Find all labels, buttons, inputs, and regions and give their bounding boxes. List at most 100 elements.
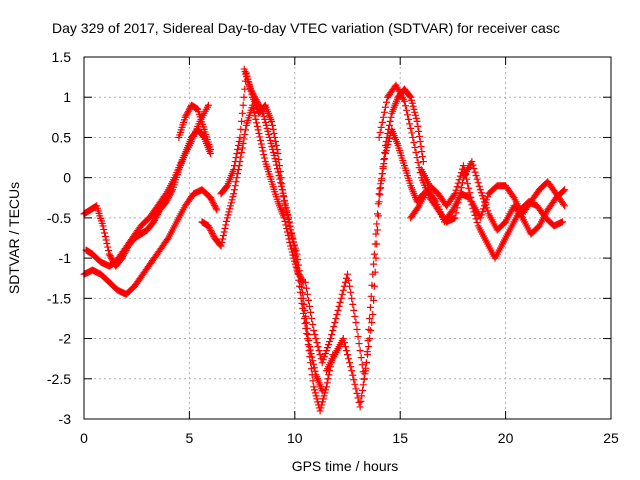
data-point xyxy=(266,136,274,144)
data-point xyxy=(367,327,375,335)
data-point xyxy=(211,203,219,211)
data-point xyxy=(560,200,568,208)
series-track-g xyxy=(240,65,337,415)
data-point xyxy=(318,398,326,406)
data-point xyxy=(221,224,229,232)
data-point xyxy=(100,225,108,233)
data-point xyxy=(206,225,214,233)
data-point xyxy=(315,347,323,355)
data-point xyxy=(272,137,280,145)
data-point xyxy=(207,195,215,203)
data-point xyxy=(277,179,285,187)
y-tick-label: -3 xyxy=(59,411,72,427)
data-point xyxy=(365,326,373,334)
data-point xyxy=(270,129,278,137)
data-point xyxy=(382,98,390,106)
data-layer xyxy=(80,65,569,415)
y-tick-label: -0.5 xyxy=(47,210,71,226)
data-point xyxy=(262,121,270,129)
data-point xyxy=(454,179,462,187)
x-tick-label: 0 xyxy=(80,430,88,446)
data-point xyxy=(298,299,306,307)
data-point xyxy=(317,404,325,412)
data-point xyxy=(260,112,268,120)
data-point xyxy=(316,407,324,415)
data-point xyxy=(325,371,333,379)
data-point xyxy=(287,226,295,234)
data-point xyxy=(230,190,238,198)
data-point xyxy=(352,385,360,393)
data-point xyxy=(238,109,246,117)
data-point xyxy=(318,401,326,409)
data-point xyxy=(483,196,491,204)
data-point xyxy=(265,130,273,138)
data-point xyxy=(463,175,471,183)
data-point xyxy=(322,383,330,391)
data-point xyxy=(468,158,476,166)
data-point xyxy=(257,136,265,144)
data-point xyxy=(258,144,266,151)
data-point xyxy=(370,250,378,258)
data-point xyxy=(378,118,386,126)
data-point xyxy=(378,170,386,178)
data-point xyxy=(204,101,212,109)
data-point xyxy=(456,172,464,180)
data-point xyxy=(328,331,336,339)
data-point xyxy=(309,320,317,328)
data-point xyxy=(253,119,261,127)
data-point xyxy=(299,304,307,312)
data-point xyxy=(288,234,296,242)
data-point xyxy=(217,242,225,250)
data-point xyxy=(334,306,342,314)
data-point xyxy=(258,108,266,116)
data-point xyxy=(273,165,281,173)
data-point xyxy=(185,106,193,114)
data-point xyxy=(354,333,362,341)
data-point xyxy=(350,306,358,314)
data-point xyxy=(231,158,239,166)
data-point xyxy=(379,113,387,121)
data-point xyxy=(472,172,480,180)
data-point xyxy=(219,231,227,239)
data-point xyxy=(482,199,490,207)
data-point xyxy=(272,158,280,166)
chart-title: Day 329 of 2017, Sidereal Day-to-day VTE… xyxy=(52,20,560,36)
data-point xyxy=(319,356,327,364)
data-point xyxy=(223,183,231,191)
data-point xyxy=(321,389,329,397)
series-track-h xyxy=(301,85,427,383)
data-point xyxy=(232,154,240,162)
data-point xyxy=(386,117,394,125)
series-track-b xyxy=(80,186,221,298)
y-tick-label: -2 xyxy=(59,331,72,347)
data-point xyxy=(336,298,344,306)
data-point xyxy=(419,153,427,161)
data-point xyxy=(163,236,171,244)
data-point xyxy=(297,294,305,302)
data-point xyxy=(376,128,384,136)
series-track-l xyxy=(417,162,569,222)
data-point xyxy=(357,354,365,362)
data-point xyxy=(353,326,361,334)
data-point xyxy=(238,144,246,152)
data-point xyxy=(376,191,384,199)
data-point xyxy=(269,146,277,154)
data-point xyxy=(353,389,361,397)
data-point xyxy=(368,281,376,289)
data-point xyxy=(150,218,158,226)
data-point xyxy=(356,403,364,411)
data-point xyxy=(412,114,420,122)
data-point xyxy=(346,359,354,367)
data-point xyxy=(400,97,408,105)
data-point xyxy=(319,395,327,403)
data-point xyxy=(307,359,315,367)
data-point xyxy=(404,111,412,119)
data-point xyxy=(307,365,315,373)
data-point xyxy=(382,147,390,155)
data-point xyxy=(408,99,416,107)
data-point xyxy=(375,190,383,198)
data-point xyxy=(561,186,569,194)
data-point xyxy=(101,232,109,240)
data-point xyxy=(229,193,237,201)
